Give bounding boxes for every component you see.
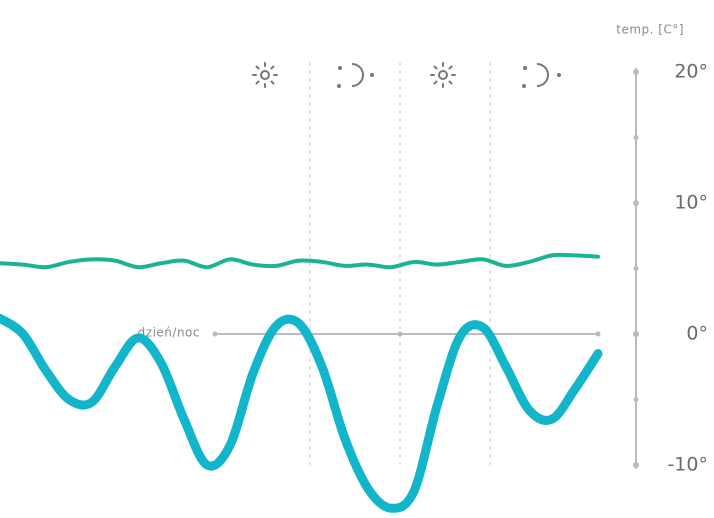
moon-icon [337,63,374,88]
day-night-line [212,331,601,337]
y-tick-label: 10° [674,192,708,214]
series-line [0,313,603,513]
y-tick [633,69,639,75]
moon-icon [522,63,561,88]
y-minor-dot [633,135,639,140]
sun-icon [252,62,278,88]
y-tick [633,331,639,337]
y-tick-label: -10° [667,454,708,476]
y-minor-dot [633,397,639,402]
y-tick [633,200,639,206]
axis-title: temp. [C°] [616,23,684,37]
sun-icon [430,62,456,88]
annotation: dzień/noc [138,326,200,340]
y-tick-label: 0° [686,323,708,345]
series-line [0,252,600,270]
y-tick [633,462,639,468]
y-minor-dot [633,266,639,271]
y-tick-label: 20° [674,61,708,83]
